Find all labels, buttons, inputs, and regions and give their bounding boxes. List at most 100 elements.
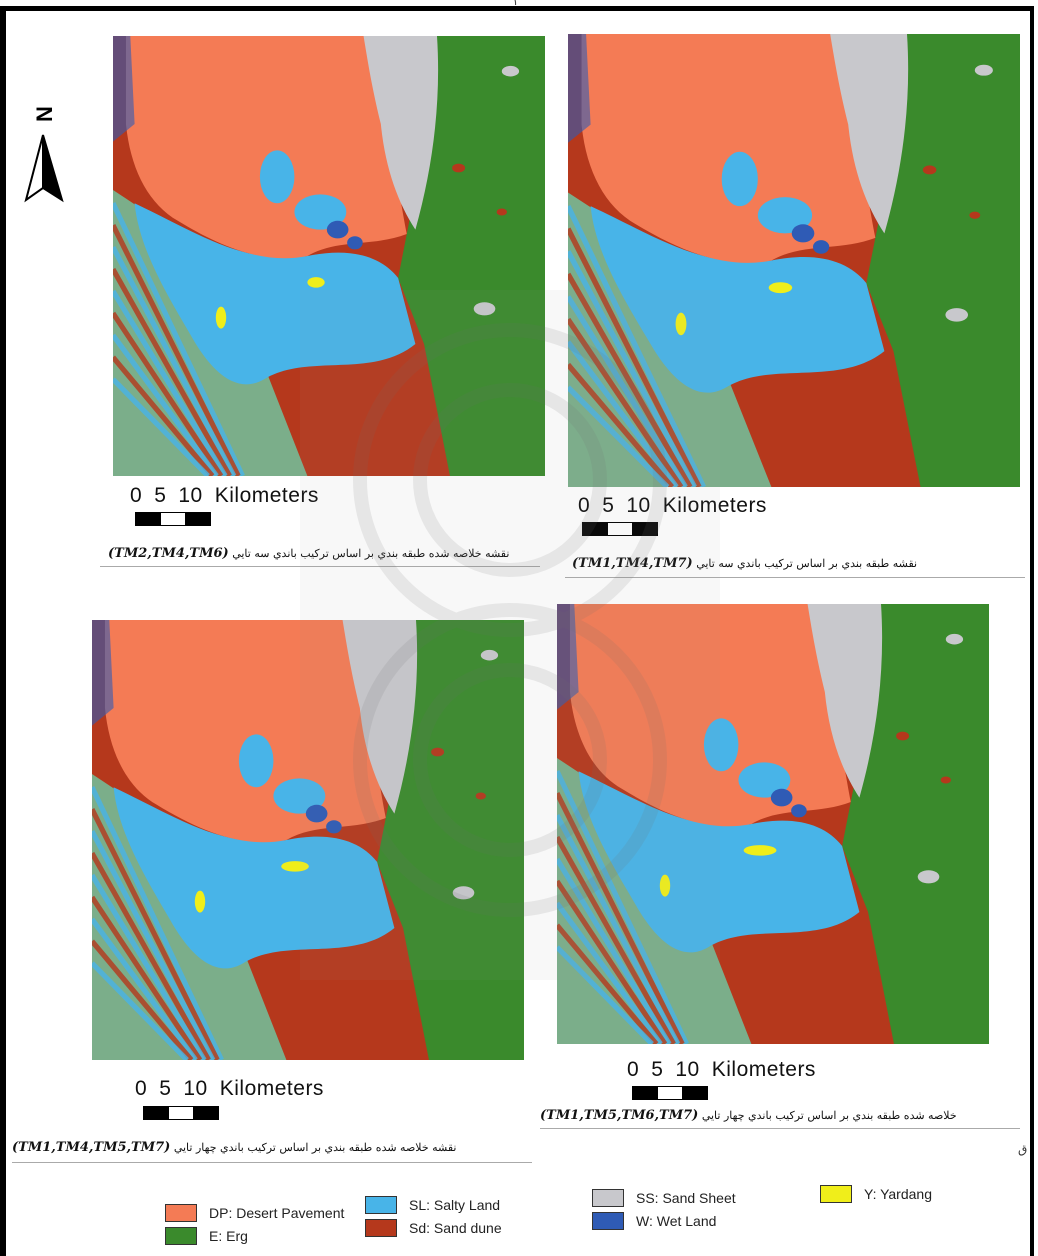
region-erg	[377, 620, 524, 1060]
stripe-line	[557, 813, 681, 1044]
region-salty-land	[113, 787, 395, 969]
caption-map-3: (TM1,TM4,TM5,TM7) نقشه خلاصه شده طبقه بن…	[12, 1140, 457, 1155]
caption-text-4: خلاصه شده طبقه بندي بر اساس ترکيب باندي …	[701, 1109, 957, 1122]
stripe-line	[568, 317, 684, 487]
stripe-line	[557, 879, 668, 1044]
stripe-line	[568, 227, 702, 487]
divider-3	[12, 1162, 532, 1163]
patch-salty-land	[294, 194, 347, 230]
region-nw-corner	[92, 620, 114, 726]
patch-yardang	[281, 861, 309, 872]
stripe-line	[92, 895, 203, 1060]
legend-label-y: Y: Yardang	[864, 1186, 932, 1202]
stripe-line	[113, 289, 228, 476]
region-nw-corner	[568, 34, 591, 143]
stripe-line	[568, 362, 675, 487]
region-nw-corner	[113, 36, 135, 142]
stripe-line	[113, 355, 215, 476]
legend-item-dp: DP: Desert Pavement	[165, 1204, 344, 1222]
stripe-line	[92, 873, 207, 1060]
patch-sand-dune	[475, 792, 486, 800]
patch-sand-sheet	[974, 64, 993, 76]
patch-yardang	[768, 282, 793, 294]
scale-tick-0: 0	[130, 484, 143, 507]
patch-sand-dune	[496, 208, 507, 216]
legend-swatch-ss	[592, 1189, 624, 1207]
caption-text-1: نقشه خلاصه شده طبقه بندي بر اساس ترکيب ب…	[232, 547, 510, 560]
stripe-line	[557, 835, 676, 1044]
scale-bar-2	[582, 522, 658, 536]
patch-yardang	[659, 874, 671, 897]
scale-tick-0: 0	[135, 1077, 148, 1100]
patch-salty-land	[238, 734, 274, 788]
map-canvas	[568, 34, 1020, 487]
patch-salty-land	[703, 718, 739, 772]
legend-item-ss: SS: Sand Sheet	[592, 1189, 736, 1207]
patch-sand-sheet	[452, 886, 475, 900]
stripe-line	[92, 939, 194, 1060]
patch-sand-dune	[969, 211, 981, 219]
region-sand-sheet	[342, 620, 418, 814]
legend-item-sd: Sd: Sand dune	[365, 1219, 502, 1237]
scale-tick-5: 5	[651, 1058, 664, 1081]
patch-wet-land	[770, 788, 793, 807]
scale-tick-5: 5	[602, 494, 615, 517]
stripe-line	[568, 272, 693, 487]
patch-wet-land	[347, 236, 363, 250]
patch-yardang	[307, 277, 325, 288]
scale-tick-10: 10	[675, 1058, 700, 1081]
caption-bands-4: (TM1,TM5,TM6,TM7)	[540, 1108, 699, 1123]
patch-wet-land	[812, 240, 830, 254]
region-salty-land	[134, 203, 416, 385]
region-erg	[842, 604, 989, 1044]
patch-salty-land	[738, 762, 791, 798]
classification-map-3	[92, 620, 524, 1060]
legend-label-dp: DP: Desert Pavement	[209, 1205, 345, 1221]
patch-yardang	[743, 845, 777, 856]
stripe-line	[568, 204, 707, 487]
legend-swatch-sd	[365, 1219, 397, 1237]
patch-wet-land	[326, 820, 342, 834]
scale-label-4: 0 5 10 Kilometers	[627, 1058, 828, 1082]
scale-tick-0: 0	[627, 1058, 640, 1081]
stripe-line	[557, 857, 672, 1044]
legend-item-w: W: Wet Land	[592, 1212, 716, 1230]
divider-2	[565, 577, 1025, 578]
patch-wet-land	[791, 224, 815, 243]
scale-unit: Kilometers	[219, 1077, 324, 1100]
legend-swatch-w	[592, 1212, 624, 1230]
legend-label-sd: Sd: Sand dune	[409, 1220, 502, 1236]
map-canvas	[557, 604, 989, 1044]
region-salty-land	[578, 771, 860, 953]
classification-map-1	[113, 36, 545, 476]
stripe-line	[557, 901, 663, 1044]
stripe-line	[92, 786, 224, 1060]
patch-yardang	[675, 312, 687, 336]
classification-map-2	[568, 34, 1020, 487]
patch-salty-land	[259, 150, 295, 204]
scale-unit: Kilometers	[214, 484, 319, 507]
stripe-line	[113, 224, 241, 476]
region-sand-sheet	[807, 604, 883, 798]
patch-sand-dune	[940, 776, 951, 784]
patch-sand-dune	[452, 163, 466, 173]
patch-sand-sheet	[945, 308, 969, 322]
scale-tick-5: 5	[159, 1077, 172, 1100]
legend-label-sl: SL: Salty Land	[409, 1197, 501, 1213]
patch-wet-land	[326, 220, 349, 239]
patch-sand-dune	[896, 731, 910, 741]
caption-bands-3: (TM1,TM4,TM5,TM7)	[12, 1140, 171, 1155]
patch-salty-land	[721, 151, 758, 207]
divider-1	[100, 566, 540, 567]
legend-label-w: W: Wet Land	[636, 1213, 717, 1229]
stripe-line	[113, 267, 232, 476]
north-arrow-icon: N	[24, 106, 64, 203]
caption-map-4: (TM1,TM5,TM6,TM7) خلاصه شده طبقه بندي بر…	[540, 1108, 957, 1123]
scale-tick-5: 5	[154, 484, 167, 507]
legend-swatch-e	[165, 1227, 197, 1245]
scale-unit: Kilometers	[662, 494, 767, 517]
stripe-line	[113, 245, 237, 476]
scale-unit: Kilometers	[711, 1058, 816, 1081]
caption-map-2: (TM1,TM4,TM7) نقشه طبقه بندي بر اساس ترک…	[572, 556, 917, 571]
region-sand-sheet	[363, 36, 439, 230]
